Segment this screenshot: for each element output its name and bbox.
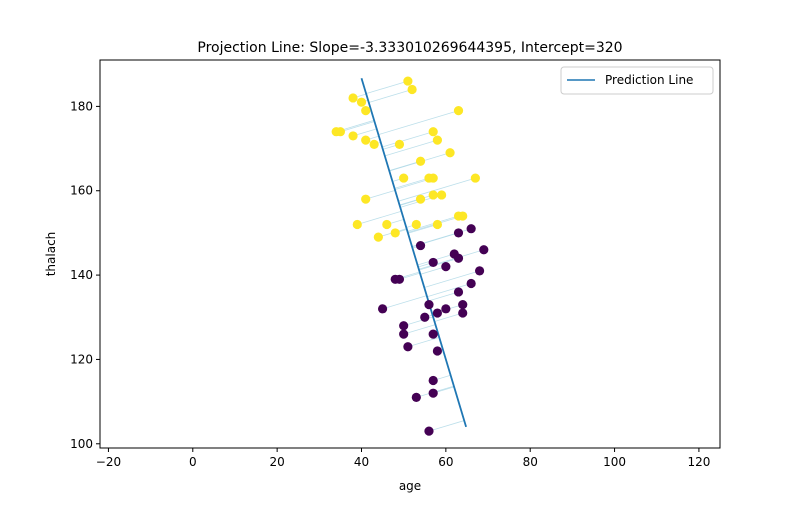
data-point-class-0 <box>433 308 442 317</box>
data-point-class-1 <box>416 195 425 204</box>
data-point-class-1 <box>433 136 442 145</box>
data-point-class-0 <box>403 342 412 351</box>
data-point-class-0 <box>458 300 467 309</box>
data-point-class-0 <box>441 304 450 313</box>
data-point-class-0 <box>420 313 429 322</box>
x-tick-label: 20 <box>270 455 285 469</box>
data-point-class-1 <box>391 228 400 237</box>
x-tick-label: 80 <box>523 455 538 469</box>
data-point-class-0 <box>429 258 438 267</box>
y-tick-label: 100 <box>70 437 93 451</box>
x-tick-label: 0 <box>189 455 197 469</box>
data-point-class-0 <box>424 300 433 309</box>
x-tick-label: −20 <box>96 455 121 469</box>
data-point-class-1 <box>403 76 412 85</box>
data-point-class-0 <box>416 241 425 250</box>
data-point-class-0 <box>454 228 463 237</box>
data-point-class-1 <box>454 106 463 115</box>
data-point-class-1 <box>348 131 357 140</box>
data-point-class-0 <box>399 321 408 330</box>
y-tick-label: 180 <box>70 99 93 113</box>
legend: Prediction Line <box>561 67 713 94</box>
data-point-class-0 <box>454 287 463 296</box>
y-axis-label: thalach <box>44 232 58 277</box>
data-point-class-0 <box>429 330 438 339</box>
data-point-class-0 <box>424 427 433 436</box>
data-point-class-1 <box>437 190 446 199</box>
data-point-class-1 <box>471 173 480 182</box>
data-point-class-0 <box>429 389 438 398</box>
chart-title: Projection Line: Slope=-3.33301026964439… <box>197 40 622 56</box>
x-tick-label: 100 <box>603 455 626 469</box>
data-point-class-1 <box>361 136 370 145</box>
data-point-class-1 <box>374 233 383 242</box>
data-point-class-1 <box>361 195 370 204</box>
data-point-class-1 <box>429 190 438 199</box>
legend-label: Prediction Line <box>605 73 693 87</box>
data-point-class-0 <box>412 393 421 402</box>
y-tick-label: 120 <box>70 352 93 366</box>
data-point-class-0 <box>475 266 484 275</box>
data-point-class-0 <box>399 330 408 339</box>
data-point-class-0 <box>378 304 387 313</box>
data-point-class-1 <box>348 93 357 102</box>
data-point-class-1 <box>370 140 379 149</box>
y-tick-label: 140 <box>70 268 93 282</box>
data-point-class-1 <box>395 140 404 149</box>
data-point-class-0 <box>395 275 404 284</box>
data-point-class-1 <box>458 211 467 220</box>
x-tick-label: 60 <box>438 455 453 469</box>
data-point-class-1 <box>429 173 438 182</box>
data-point-class-1 <box>382 220 391 229</box>
data-point-class-0 <box>467 279 476 288</box>
data-point-class-1 <box>416 157 425 166</box>
data-point-class-1 <box>433 220 442 229</box>
data-point-class-0 <box>433 346 442 355</box>
data-point-class-1 <box>408 85 417 94</box>
x-tick-label: 40 <box>354 455 369 469</box>
data-point-class-1 <box>336 127 345 136</box>
data-point-class-0 <box>441 262 450 271</box>
x-tick-label: 120 <box>687 455 710 469</box>
data-point-class-0 <box>467 224 476 233</box>
data-point-class-1 <box>412 220 421 229</box>
data-point-class-1 <box>399 173 408 182</box>
data-point-class-1 <box>361 106 370 115</box>
data-point-class-0 <box>454 254 463 263</box>
data-point-class-0 <box>429 376 438 385</box>
data-point-class-0 <box>479 245 488 254</box>
data-point-class-1 <box>445 148 454 157</box>
data-point-class-1 <box>429 127 438 136</box>
data-point-class-1 <box>357 98 366 107</box>
x-axis-label: age <box>399 479 421 493</box>
data-point-class-0 <box>458 308 467 317</box>
data-point-class-1 <box>353 220 362 229</box>
y-tick-label: 160 <box>70 184 93 198</box>
